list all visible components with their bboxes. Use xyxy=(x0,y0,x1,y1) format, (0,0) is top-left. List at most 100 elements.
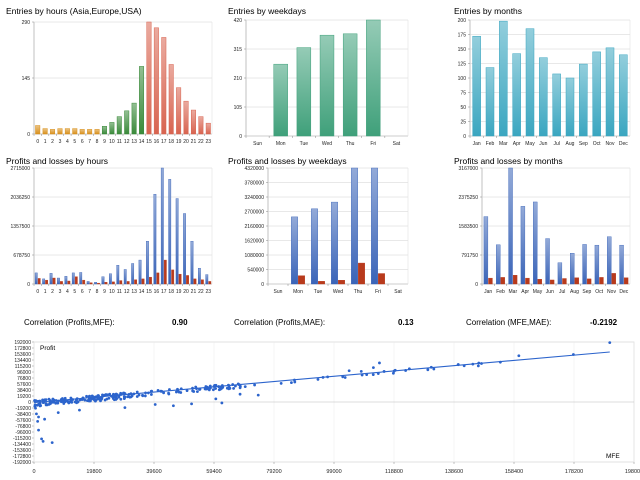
y-tick-label: 210 xyxy=(234,76,243,82)
x-tick-label: 0 xyxy=(36,139,39,145)
scatter-point xyxy=(141,394,145,398)
profit-bar xyxy=(146,241,149,285)
y-tick-label: -38400 xyxy=(15,412,31,418)
profit-bar xyxy=(594,244,600,285)
bar xyxy=(168,64,174,135)
loss-bar xyxy=(200,279,204,285)
x-tick-label: 5 xyxy=(73,139,76,145)
profit-bar xyxy=(123,269,127,285)
x-tick-label: 17 xyxy=(161,289,167,295)
profit-bar xyxy=(168,179,172,285)
scatter-point xyxy=(76,400,79,404)
scatter-point xyxy=(119,397,123,401)
profit-bar xyxy=(371,167,378,285)
scatter-point xyxy=(88,399,92,403)
x-tick-label: Thu xyxy=(354,289,363,295)
scatter-point xyxy=(51,397,55,401)
scatter-point xyxy=(86,399,90,403)
scatter-point xyxy=(213,383,217,387)
x-tick-label: Aug xyxy=(570,289,579,295)
corr-value-profits-mfe: 0.90 xyxy=(172,318,188,327)
x-tick-label: 6 xyxy=(81,289,84,295)
profit-bar xyxy=(508,167,513,285)
x-tick-label: May xyxy=(533,289,543,295)
y-tick-label: 105 xyxy=(234,105,243,111)
scatter-point xyxy=(608,341,612,345)
scatter-point xyxy=(194,385,198,389)
profit-bar xyxy=(190,241,194,285)
profit-bar xyxy=(311,208,318,285)
scatter-point xyxy=(62,402,66,405)
bar xyxy=(42,128,48,135)
x-tick-label: Mar xyxy=(509,289,518,295)
loss-bar xyxy=(549,279,555,285)
y-tick-label: 791750 xyxy=(461,253,478,259)
y-tick-label: 175 xyxy=(458,33,467,39)
loss-bar xyxy=(318,281,325,285)
x-tick-label: 20 xyxy=(183,289,189,295)
profit-bar xyxy=(79,272,83,285)
y-tick-label: -115200 xyxy=(13,436,31,442)
scatter-point xyxy=(290,381,293,385)
scatter-point xyxy=(67,401,71,405)
scatter-point xyxy=(126,395,130,399)
chart-plot: 0 791750 1583500 2375250 3167000 Jan Feb Mar Apr… xyxy=(459,166,631,295)
bar xyxy=(87,129,93,135)
bar xyxy=(619,54,628,137)
y-tick-label: 1583500 xyxy=(459,224,479,230)
x-tick-label: 15 xyxy=(146,289,152,295)
x-tick-label: 158400 xyxy=(505,469,523,475)
scatter-point xyxy=(115,397,119,400)
x-tick-label: Tue xyxy=(314,289,323,295)
x-axis-label: MFE xyxy=(606,453,620,460)
x-tick-label: Aug xyxy=(566,141,575,147)
scatter-point xyxy=(279,382,283,385)
loss-bar xyxy=(37,278,41,285)
x-tick-label: 23 xyxy=(206,139,212,145)
x-tick-label: Sat xyxy=(393,141,401,147)
x-tick-label: 19800 xyxy=(86,469,101,475)
x-tick-label: Apr xyxy=(513,141,521,147)
x-tick-label: 7 xyxy=(88,139,91,145)
scatter-point xyxy=(135,390,139,394)
y-tick-label: 1080000 xyxy=(245,253,265,259)
scatter-point xyxy=(69,396,73,400)
x-tick-label: 4 xyxy=(66,139,69,145)
scatter-point xyxy=(63,396,67,400)
x-tick-label: Mar xyxy=(499,141,508,147)
y-tick-label: 2700000 xyxy=(245,210,265,216)
profit-bar xyxy=(198,267,201,285)
y-tick-label: 3167000 xyxy=(459,166,479,172)
x-tick-label: 10 xyxy=(109,139,115,145)
y-axis-label: Profit xyxy=(40,345,56,352)
bar xyxy=(176,87,182,135)
y-tick-label: 75 xyxy=(460,91,466,97)
y-tick-label: 3780000 xyxy=(245,181,265,187)
x-tick-label: Feb xyxy=(486,141,495,147)
scatter-point xyxy=(256,393,260,397)
bar xyxy=(190,109,196,135)
loss-bar xyxy=(208,281,212,285)
scatter-point xyxy=(35,412,38,416)
y-tick-label: 0 xyxy=(27,132,30,138)
bar xyxy=(35,125,41,135)
y-tick-label: 115200 xyxy=(15,364,32,370)
x-tick-label: 19 xyxy=(176,289,182,295)
trend-line xyxy=(33,351,610,404)
loss-bar xyxy=(149,276,152,285)
bar xyxy=(342,33,358,137)
scatter-point xyxy=(426,368,430,372)
x-tick-label: 21 xyxy=(191,139,197,145)
y-tick-label: 1620000 xyxy=(245,239,265,245)
x-tick-label: Oct xyxy=(595,289,603,295)
loss-bar xyxy=(586,278,592,285)
x-tick-label: 12 xyxy=(124,139,130,145)
correlation-row: Correlation (Profits,MFE): 0.90 Correlat… xyxy=(0,318,640,332)
scatter-point xyxy=(220,401,224,405)
loss-bar xyxy=(89,282,93,285)
corr-value-profits-mae: 0.13 xyxy=(398,318,414,327)
loss-bar xyxy=(171,269,175,285)
y-tick-label: 315 xyxy=(234,47,243,53)
x-tick-label: 39600 xyxy=(146,469,161,475)
